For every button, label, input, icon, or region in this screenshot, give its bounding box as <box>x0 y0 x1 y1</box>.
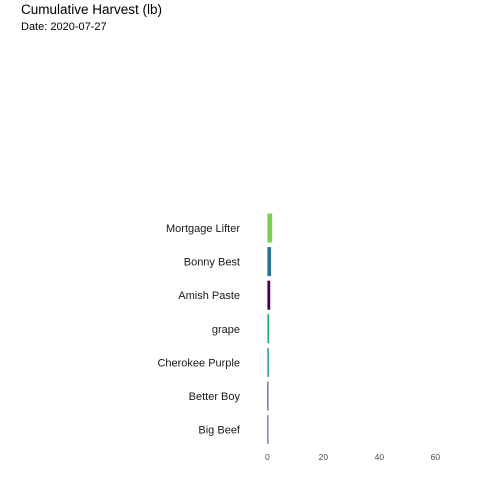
bar-better-boy <box>267 381 269 411</box>
x-axis-ticks: 0 20 40 60 <box>265 452 440 462</box>
bar-big-beef <box>267 415 269 445</box>
chart-title: Cumulative Harvest (lb) <box>21 2 163 17</box>
x-tick-label: 0 <box>265 452 270 462</box>
bar-grape <box>267 314 270 344</box>
category-label: Better Boy <box>189 391 241 403</box>
category-label: Big Beef <box>198 425 241 437</box>
bar-bonny-best <box>267 247 272 277</box>
category-label: Cherokee Purple <box>157 357 240 369</box>
chart-subtitle: Date: 2020-07-27 <box>21 21 107 33</box>
category-label: Bonny Best <box>184 257 240 269</box>
bar-amish-paste <box>267 280 271 310</box>
category-labels: Mortgage Lifter Bonny Best Amish Paste grap… <box>157 223 240 437</box>
category-label: grape <box>212 324 240 336</box>
category-label: Mortgage Lifter <box>166 223 240 235</box>
bar-mortgage-lifter <box>267 213 273 243</box>
bar-cherokee-purple <box>267 347 269 377</box>
bar-group <box>267 213 273 445</box>
x-tick-label: 60 <box>431 452 441 462</box>
x-tick-label: 40 <box>375 452 385 462</box>
x-tick-label: 20 <box>319 452 329 462</box>
category-label: Amish Paste <box>178 290 240 302</box>
